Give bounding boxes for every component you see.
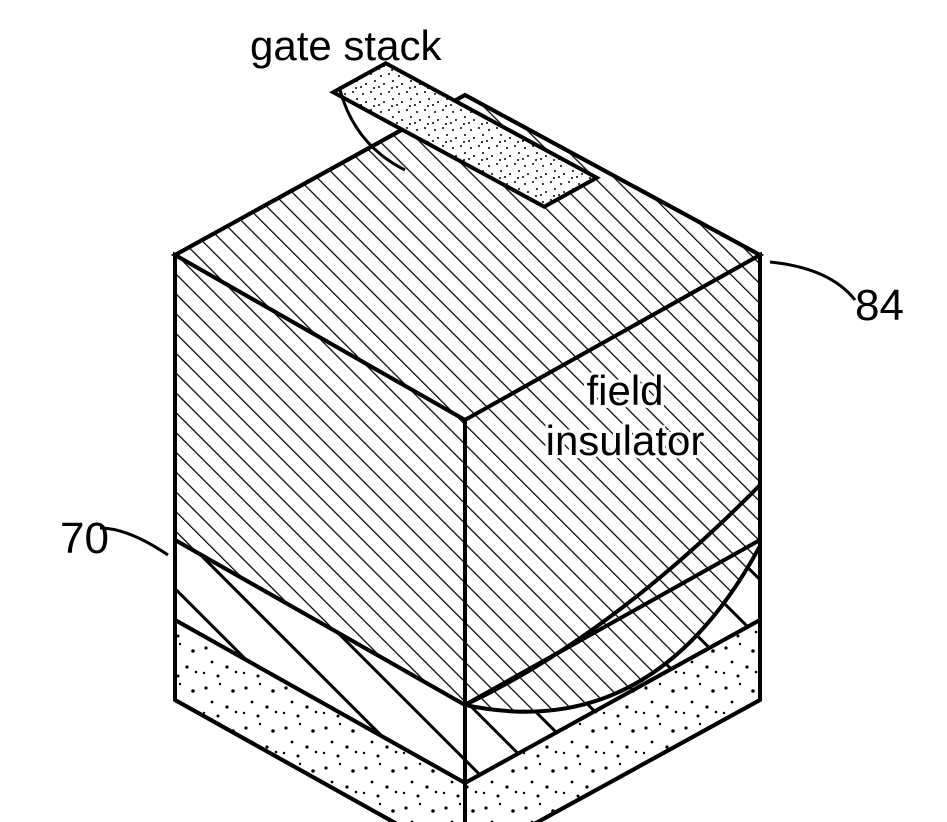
leader-line xyxy=(770,262,855,300)
label-ref-84: 84 xyxy=(855,281,904,330)
label-field-insulator-line2: insulator xyxy=(546,417,705,464)
label-gate-stack: gate stack xyxy=(250,22,442,69)
label-field-insulator-line1: field xyxy=(586,367,663,414)
label-ref-70: 70 xyxy=(60,514,109,563)
leader-line xyxy=(100,528,168,555)
